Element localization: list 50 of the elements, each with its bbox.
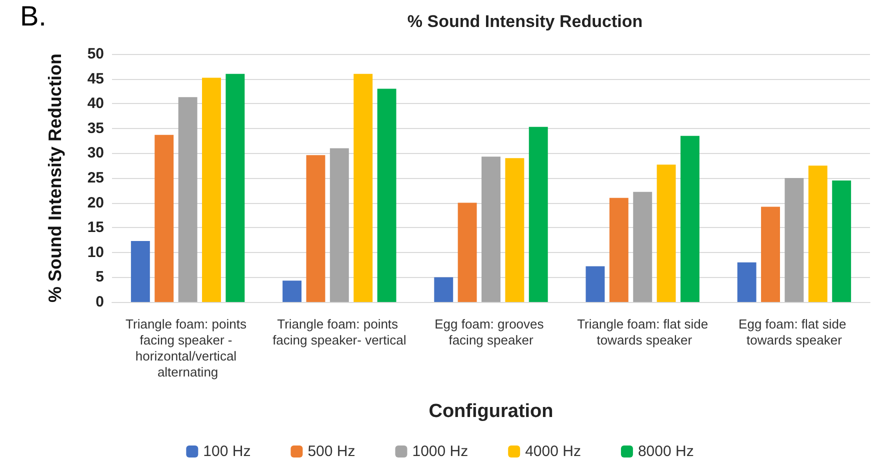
- bar: [458, 202, 477, 302]
- y-tick-label: 20: [87, 194, 104, 212]
- bar: [737, 262, 756, 302]
- legend-label: 100 Hz: [203, 443, 251, 460]
- y-tick-label: 50: [87, 46, 104, 62]
- bar: [528, 126, 548, 302]
- bar: [178, 97, 198, 302]
- bar: [377, 88, 396, 302]
- x-tick-label: Triangle foam: points facing speaker- vertical: [272, 316, 406, 348]
- bar: [784, 178, 804, 302]
- bar: [202, 78, 221, 302]
- bar: [761, 206, 780, 302]
- legend-label: 500 Hz: [308, 443, 356, 460]
- x-tick-label: Egg foam: flat side towards speaker: [738, 316, 850, 348]
- bar: [434, 277, 454, 302]
- bar: [282, 280, 302, 302]
- legend-label: 4000 Hz: [525, 443, 581, 460]
- chart-title: % Sound Intensity Reduction: [407, 12, 643, 31]
- bar: [130, 240, 150, 302]
- bar: [482, 156, 500, 302]
- bar: [656, 164, 676, 302]
- bar: [680, 136, 700, 302]
- x-axis-title: Configuration: [428, 401, 554, 422]
- y-tick-label: 5: [96, 268, 104, 286]
- text: B.: [20, 0, 46, 32]
- x-tick-label: Triangle foam: flat side towards speaker: [577, 316, 708, 348]
- y-tick-label: 40: [87, 95, 104, 112]
- bar: [586, 266, 605, 302]
- y-tick-label: 0: [96, 294, 104, 310]
- legend-label: 8000 Hz: [638, 443, 694, 460]
- x-tick-label: Egg foam: grooves facing speaker: [434, 316, 548, 348]
- bar: [226, 74, 245, 302]
- bar: [832, 180, 852, 302]
- y-axis-title: % Sound Intensity Reduction: [45, 53, 65, 303]
- y-tick-label: 10: [87, 244, 104, 261]
- bar: [505, 158, 524, 302]
- y-tick-label: 30: [87, 144, 104, 162]
- legend-label: 1000 Hz: [412, 443, 468, 460]
- bar: [154, 134, 174, 302]
- y-tick-label: 45: [87, 70, 104, 88]
- y-tick-label: 35: [87, 120, 104, 137]
- bar: [306, 155, 326, 302]
- bar: [330, 148, 349, 302]
- y-tick-label: 25: [87, 170, 104, 186]
- y-tick-label: 15: [87, 219, 104, 236]
- x-tick-label: Triangle foam: points facing speaker - horizontal/vertical alternating: [126, 316, 250, 380]
- bar: [633, 192, 652, 302]
- bar: [354, 74, 373, 302]
- bar: [808, 166, 828, 302]
- bar: [609, 198, 628, 302]
